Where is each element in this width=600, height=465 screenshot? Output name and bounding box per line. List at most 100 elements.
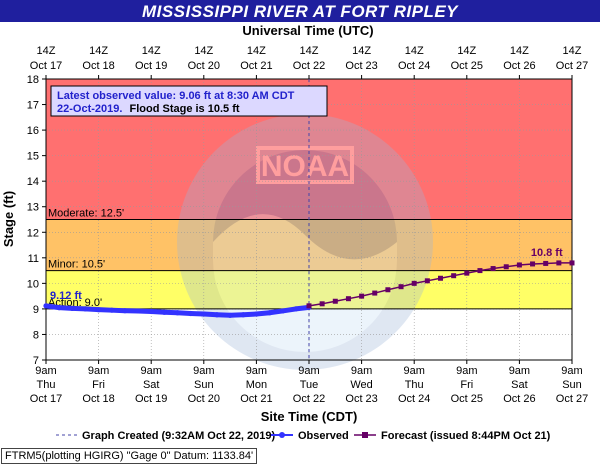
legend: Graph Created (9:32AM Oct 22, 2019) Obse… xyxy=(56,430,551,442)
x-axis-label: Site Time (CDT) xyxy=(261,409,358,424)
bottom-tick-weekday: Mon xyxy=(246,379,267,391)
bottom-tick-weekday: Thu xyxy=(37,379,56,391)
bottom-tick-date: Oct 17 xyxy=(30,393,62,405)
svg-text:NOAA: NOAA xyxy=(261,150,349,183)
forecast-point xyxy=(464,270,470,276)
observed-point xyxy=(227,312,233,318)
top-tick-date: Oct 19 xyxy=(135,60,167,72)
noaa-watermark-logo: NOAA xyxy=(177,114,433,370)
top-tick-time: 14Z xyxy=(563,45,582,57)
forecast-point xyxy=(543,260,549,266)
top-tick-date: Oct 27 xyxy=(556,60,588,72)
bottom-axis-ticks: 9am Thu Oct 17 9am Fri Oct 18 9am Sat Oct 19 9am S… xyxy=(30,360,588,405)
top-tick-time: 14Z xyxy=(405,45,424,57)
y-tick-label: 12 xyxy=(27,227,39,239)
latest-observed-date: 22-Oct-2019. xyxy=(57,103,122,115)
observed-point xyxy=(148,308,154,315)
legend-observed-marker xyxy=(279,432,285,438)
bottom-tick-time: 9am xyxy=(35,365,56,377)
observed-point xyxy=(201,311,207,317)
title-bar: MISSISSIPPI RIVER AT FORT RIPLEY xyxy=(0,0,600,22)
forecast-point xyxy=(385,287,391,293)
chart-title: MISSISSIPPI RIVER AT FORT RIPLEY xyxy=(141,2,459,21)
observed-point xyxy=(82,306,89,312)
forecast-max-label: 10.8 ft xyxy=(531,247,563,259)
bottom-tick-date: Oct 23 xyxy=(345,393,377,405)
observed-point xyxy=(109,307,115,313)
top-tick-date: Oct 22 xyxy=(293,60,325,72)
y-tick-label: 16 xyxy=(27,125,39,137)
top-tick-date: Oct 20 xyxy=(188,60,220,72)
observed-point xyxy=(43,303,49,309)
legend-forecast-label: Forecast (issued 8:44PM Oct 21) xyxy=(381,430,551,442)
bottom-tick-time: 9am xyxy=(561,365,582,377)
forecast-point xyxy=(319,301,325,307)
top-tick-date: Oct 24 xyxy=(398,60,430,72)
top-tick-time: 14Z xyxy=(300,45,319,57)
bottom-tick-time: 9am xyxy=(351,365,372,377)
bottom-tick-time: 9am xyxy=(298,365,319,377)
bottom-tick-weekday: Fri xyxy=(92,379,105,391)
y-tick-label: 7 xyxy=(33,355,39,367)
top-axis-label: Universal Time (UTC) xyxy=(242,23,373,38)
observed-point xyxy=(240,312,246,318)
top-tick-date: Oct 25 xyxy=(451,60,483,72)
observed-point xyxy=(69,305,75,311)
forecast-point xyxy=(372,290,378,296)
bottom-tick-weekday: Sat xyxy=(511,379,528,391)
observed-series xyxy=(43,303,312,318)
y-tick-label: 17 xyxy=(27,100,39,112)
threshold-label-minor: Minor: 10.5' xyxy=(48,259,105,271)
observed-point xyxy=(280,308,286,314)
y-tick-label: 9 xyxy=(33,304,39,316)
y-tick-label: 15 xyxy=(27,151,39,163)
forecast-point xyxy=(438,275,443,281)
observed-point xyxy=(214,312,220,318)
legend-created-label: Graph Created (9:32AM Oct 22, 2019) xyxy=(82,430,276,442)
bottom-tick-date: Oct 21 xyxy=(240,393,272,405)
forecast-point xyxy=(411,280,417,286)
bottom-tick-date: Oct 24 xyxy=(398,393,430,405)
bottom-tick-time: 9am xyxy=(403,365,424,377)
latest-observed-line1: Latest observed value: 9.06 ft at 8:30 A… xyxy=(57,90,295,102)
latest-observed-box: Latest observed value: 9.06 ft at 8:30 A… xyxy=(50,85,328,117)
bottom-tick-time: 9am xyxy=(88,365,109,377)
observed-point xyxy=(56,305,62,311)
forecast-point xyxy=(569,260,575,266)
observed-point xyxy=(188,310,194,317)
bottom-tick-time: 9am xyxy=(509,365,530,377)
top-tick-time: 14Z xyxy=(142,45,161,57)
y-tick-label: 18 xyxy=(27,74,39,86)
forecast-point xyxy=(503,264,509,270)
bottom-tick-time: 9am xyxy=(456,365,477,377)
observed-point xyxy=(174,310,181,316)
observed-point xyxy=(293,306,299,312)
top-axis-ticks: 14Z Oct 17 14Z Oct 18 14Z Oct 19 14Z Oct 20 14Z O… xyxy=(30,45,588,79)
bottom-tick-weekday: Sat xyxy=(143,379,160,391)
top-tick-date: Oct 23 xyxy=(345,60,377,72)
top-tick-time: 14Z xyxy=(510,45,529,57)
datum-footer: FTRM5(plotting HGIRG) "Gage 0" Datum: 11… xyxy=(1,448,258,464)
top-tick-time: 14Z xyxy=(352,45,371,57)
forecast-point xyxy=(424,278,430,284)
bottom-tick-time: 9am xyxy=(140,365,161,377)
bottom-tick-weekday: Thu xyxy=(405,379,424,391)
observed-point xyxy=(253,311,259,317)
forecast-point xyxy=(398,284,404,290)
observed-point xyxy=(96,307,102,313)
y-tick-label: 13 xyxy=(27,202,39,214)
bottom-tick-weekday: Sun xyxy=(562,379,582,391)
bottom-tick-date: Oct 25 xyxy=(451,393,483,405)
forecast-point xyxy=(451,273,457,279)
bottom-tick-date: Oct 22 xyxy=(293,393,325,405)
forecast-point xyxy=(556,260,562,266)
bottom-tick-time: 9am xyxy=(246,365,267,377)
top-tick-time: 14Z xyxy=(89,45,108,57)
y-axis-ticks: 7 8 9 10 11 12 13 14 15 16 17 18 xyxy=(27,74,46,367)
bottom-tick-date: Oct 20 xyxy=(188,393,220,405)
observed-point xyxy=(135,308,141,314)
threshold-label-moderate: Moderate: 12.5' xyxy=(48,208,124,220)
top-tick-time: 14Z xyxy=(457,45,476,57)
top-tick-time: 14Z xyxy=(194,45,213,57)
